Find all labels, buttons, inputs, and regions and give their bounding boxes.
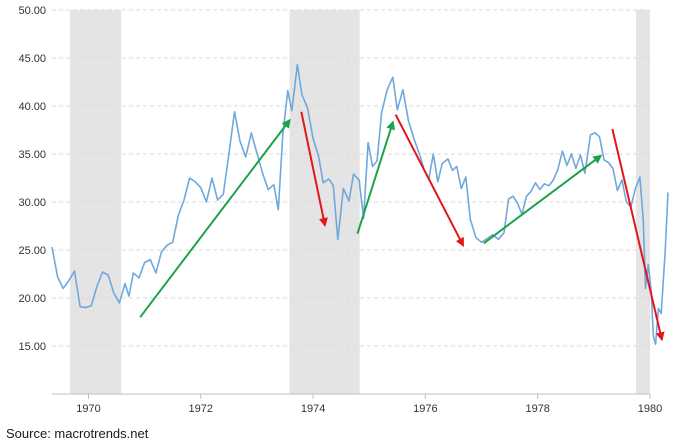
y-tick-label: 40.00 xyxy=(18,101,46,113)
y-tick-label: 50.00 xyxy=(18,5,46,17)
trend-arrows xyxy=(139,111,665,342)
uptrend-arrow xyxy=(139,118,291,318)
y-tick-label: 15.00 xyxy=(18,341,46,353)
y-tick-label: 30.00 xyxy=(18,197,46,209)
x-tick-label: 1980 xyxy=(638,403,662,415)
x-tick-label: 1976 xyxy=(413,403,437,415)
line-chart: 15.00 20.00 25.00 30.00 35.00 40.00 45.00 50.00… xyxy=(18,5,669,415)
uptrend-arrow xyxy=(356,120,396,234)
downtrend-arrow xyxy=(611,128,665,342)
series-group xyxy=(51,63,669,345)
series-line xyxy=(51,63,669,345)
y-tick-label: 20.00 xyxy=(18,293,46,305)
x-tick-label: 1972 xyxy=(189,403,213,415)
downtrend-arrow xyxy=(300,111,328,227)
uptrend-arrow xyxy=(483,154,603,245)
source-label: Source: macrotrends.net xyxy=(6,426,149,441)
recession-bands xyxy=(69,10,650,394)
y-tick-label: 35.00 xyxy=(18,149,46,161)
y-tick-label: 25.00 xyxy=(18,245,46,257)
axes: 15.00 20.00 25.00 30.00 35.00 40.00 45.00 50.00… xyxy=(18,5,662,415)
x-tick-label: 1978 xyxy=(525,403,549,415)
downtrend-arrow xyxy=(394,114,464,247)
x-tick-label: 1974 xyxy=(301,403,325,415)
gridlines xyxy=(52,9,650,347)
x-tick-label: 1970 xyxy=(76,403,100,415)
y-tick-label: 45.00 xyxy=(18,53,46,65)
